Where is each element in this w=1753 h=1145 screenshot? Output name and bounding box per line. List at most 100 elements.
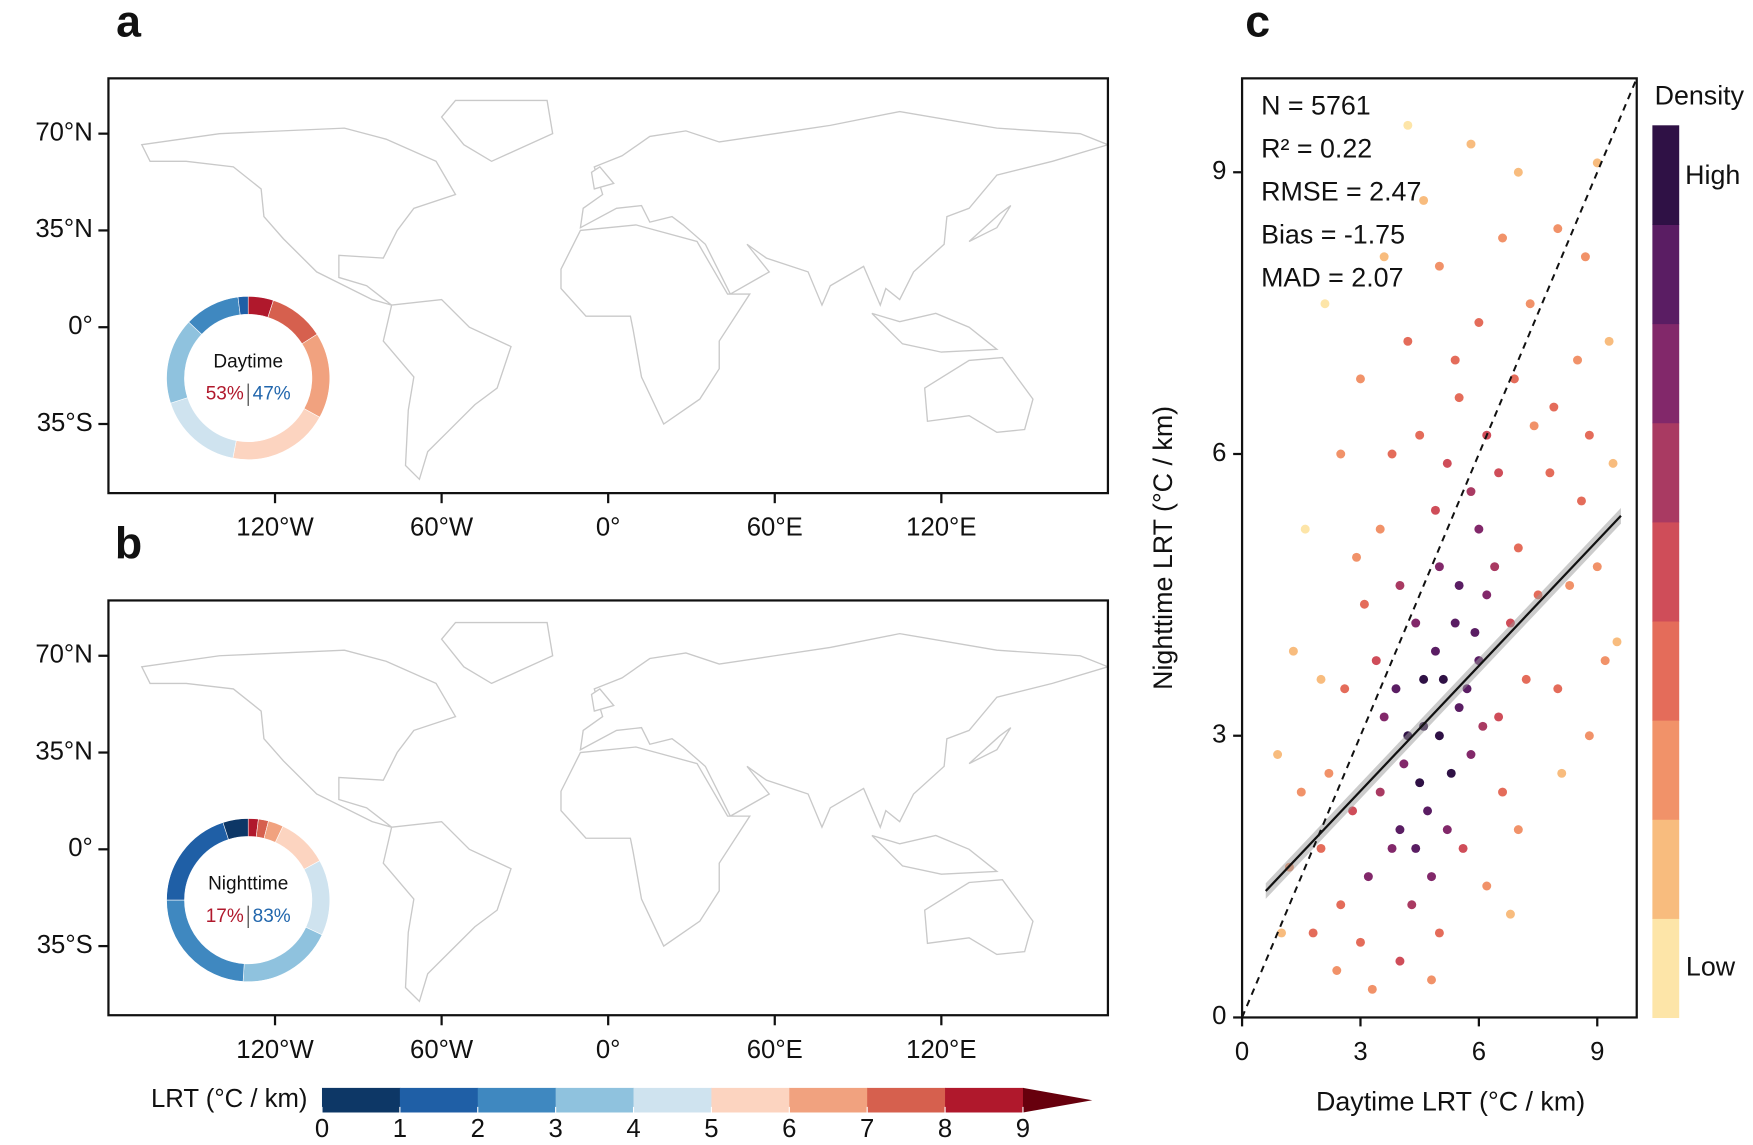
scatter-point	[1466, 139, 1476, 149]
scatter-point	[1430, 646, 1440, 656]
colorbar-bin	[867, 1087, 946, 1113]
y-tick-label: 70°N	[35, 118, 92, 146]
scatter-point	[1604, 336, 1614, 346]
x-tick-label: 3	[1353, 1038, 1367, 1066]
panel-letter: c	[1245, 0, 1270, 46]
scatter-point	[1419, 674, 1429, 684]
scatter-point	[1442, 825, 1452, 835]
land	[440, 621, 554, 685]
land-layer	[140, 621, 1108, 1003]
scatter-point	[1332, 966, 1342, 975]
scatter-point	[1450, 355, 1460, 365]
panel-letter: b	[115, 520, 142, 569]
land	[140, 649, 457, 828]
colorbar-title: LRT (°C / km)	[151, 1085, 307, 1113]
land	[560, 746, 752, 948]
colorbar-tick-label: 7	[860, 1115, 874, 1143]
scatter-point	[1600, 656, 1610, 666]
scatter-point	[1454, 393, 1464, 403]
scatter-point	[1379, 712, 1389, 722]
x-tick-label: 6	[1472, 1038, 1486, 1066]
scatter-point	[1505, 909, 1515, 919]
scatter-point	[1391, 684, 1401, 694]
scatter-point	[1482, 881, 1492, 891]
scatter-point	[1482, 590, 1492, 600]
density-bin	[1652, 422, 1680, 523]
scatter-point	[1513, 543, 1523, 553]
x-tick-label: 60°E	[747, 514, 803, 542]
colorbar-extend	[1022, 1087, 1093, 1113]
scatter-point	[1423, 806, 1433, 816]
scatter-point	[1308, 928, 1318, 938]
land	[382, 820, 512, 1003]
colorbar-tick-label: 6	[782, 1115, 796, 1143]
scatter-point	[1403, 120, 1413, 130]
scatter-point	[1442, 458, 1452, 468]
scatter-point	[1438, 674, 1448, 684]
x-tick-label: 60°W	[410, 514, 474, 542]
land	[590, 165, 615, 190]
scatter-point	[1434, 562, 1444, 572]
x-tick-label: 60°E	[747, 1036, 803, 1064]
colorbar-bin	[945, 1087, 1024, 1113]
scatter-point	[1273, 750, 1283, 759]
y-axis-label: Nighttime LRT (°C / km)	[1148, 406, 1178, 690]
x-tick-label: 0°	[596, 1036, 621, 1064]
share-label: 83%	[253, 906, 291, 927]
density-bin	[1652, 918, 1680, 1019]
x-axis-label: Daytime LRT (°C / km)	[1316, 1087, 1585, 1117]
x-tick-label: 0°	[596, 514, 621, 542]
land	[923, 356, 1034, 433]
scatter-point	[1415, 430, 1425, 440]
scatter-point	[1434, 928, 1444, 938]
land	[382, 298, 512, 481]
scatter-point	[1549, 402, 1559, 412]
scatter-point	[1557, 768, 1567, 778]
density-bin	[1652, 224, 1680, 325]
scatter-point	[1407, 900, 1417, 910]
land	[871, 312, 999, 353]
scatter-point	[1446, 768, 1456, 778]
scatter-point	[1494, 468, 1504, 478]
scatter-point	[1498, 787, 1508, 797]
y-tick-label: 3	[1212, 721, 1226, 749]
colorbar-tick-label: 9	[1016, 1115, 1030, 1143]
y-tick-label: 6	[1212, 439, 1226, 467]
scatter-point	[1513, 167, 1523, 177]
scatter-point	[1359, 599, 1369, 609]
scatter-point	[1356, 374, 1365, 384]
scatter-point	[1419, 195, 1429, 205]
y-tick-label: 0°	[68, 312, 93, 340]
land	[579, 110, 1108, 307]
scatter-point	[1316, 674, 1326, 684]
colorbar-tick-label: 1	[393, 1115, 407, 1143]
scatter-point	[1584, 731, 1594, 741]
y-tick-label: 0	[1212, 1002, 1226, 1030]
colorbar-bin	[789, 1087, 868, 1113]
density-bin	[1652, 125, 1680, 225]
scatter-point	[1296, 787, 1306, 797]
scatter-point	[1363, 872, 1373, 882]
x-tick-label: 0	[1235, 1038, 1249, 1066]
scatter-point	[1375, 524, 1385, 534]
colorbar-bin	[555, 1087, 635, 1113]
scatter-point	[1577, 496, 1586, 506]
scatter-point	[1474, 524, 1484, 534]
scatter-point	[1529, 421, 1539, 431]
density-label: Low	[1686, 951, 1736, 981]
y-tick-label: 0°	[68, 834, 93, 862]
scatter-point	[1458, 843, 1468, 853]
scatter-point	[1434, 731, 1444, 741]
land	[968, 205, 1012, 243]
stat-annotation: MAD = 2.07	[1261, 263, 1403, 293]
scatter-point	[1399, 759, 1409, 769]
scatter-point	[1288, 646, 1298, 656]
scatter-point	[1434, 261, 1444, 271]
scatter-point	[1415, 778, 1425, 788]
x-tick-label: 120°E	[906, 514, 976, 542]
density-bin	[1652, 521, 1680, 622]
scatter-point	[1395, 580, 1405, 590]
scatter-point	[1430, 505, 1440, 515]
